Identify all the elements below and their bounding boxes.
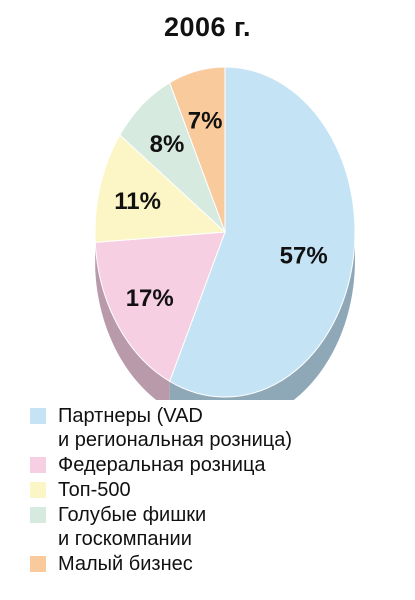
legend-swatch-2: [30, 482, 46, 498]
legend-item-0: Партнеры (VAD и региональная розница): [30, 404, 410, 452]
pie-depth-1: [95, 242, 170, 400]
pie-slice-2: [94, 134, 227, 243]
legend-item-3: Голубые фишки и госкомпании: [30, 503, 410, 551]
legend-item-4: Малый бизнес: [30, 552, 410, 576]
pie-labels: 57% 17% 11% 8%7%: [114, 107, 327, 312]
legend-label-4: Малый бизнес: [58, 553, 193, 575]
legend-swatch-0: [30, 408, 46, 424]
legend-swatch-1: [30, 457, 46, 473]
legend-item-1: Федеральная розница: [30, 453, 410, 477]
legend-label-0: Партнеры (VAD и региональная розница): [58, 405, 293, 451]
legend-swatch-4: [30, 556, 46, 572]
pie-slice-4: [169, 66, 226, 233]
slice-value-label-4: 7%: [188, 107, 223, 134]
pie-slice-1: [94, 231, 226, 383]
slice-value-label-3: 8%: [150, 131, 185, 158]
chart-title: 2006 г.: [163, 12, 252, 42]
legend-label-1: Федеральная розница: [58, 454, 266, 476]
legend-label-3: Голубые фишки и госкомпании: [58, 504, 207, 550]
legend: Партнеры (VAD и региональная розница) Фед…: [30, 404, 410, 577]
legend-swatch-3: [30, 507, 46, 523]
slice-value-label-0: 57%: [280, 242, 328, 269]
pie-slices: [94, 66, 356, 398]
pie-chart: 57% 17% 11% 8%7%: [94, 66, 356, 400]
legend-item-2: Топ-500: [30, 478, 410, 502]
slice-value-label-2: 11%: [114, 188, 161, 215]
slice-value-label-1: 17%: [126, 285, 174, 312]
pie-slice-0: [169, 66, 356, 398]
legend-label-2: Топ-500: [58, 479, 131, 501]
